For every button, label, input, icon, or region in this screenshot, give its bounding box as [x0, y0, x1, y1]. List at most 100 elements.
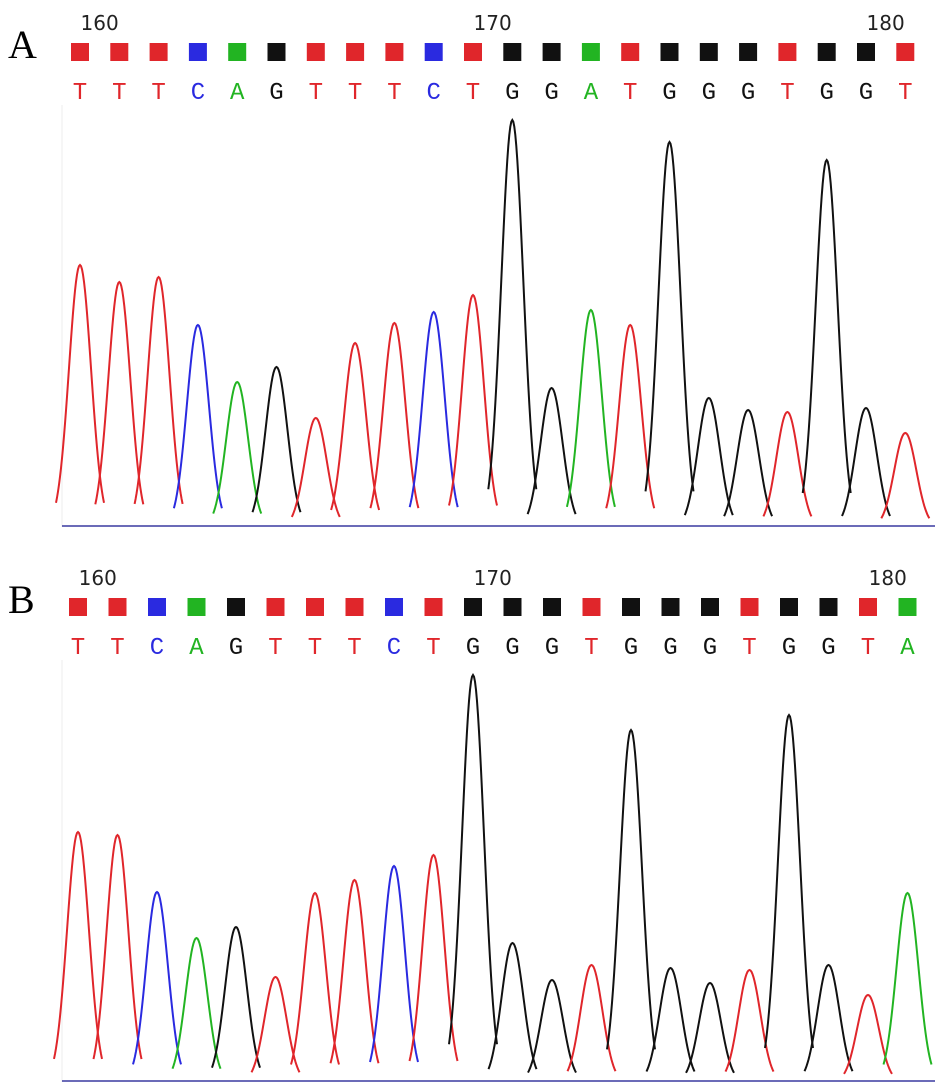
peak [369, 321, 420, 509]
base-letter: G [505, 80, 519, 107]
base-call-square [859, 598, 877, 616]
base-call-square [110, 43, 129, 61]
peak [487, 941, 538, 1070]
peak [683, 396, 734, 516]
base-call-square [188, 43, 207, 61]
position-tick: 180 [867, 11, 905, 35]
base-letter: A [900, 635, 915, 662]
base-letter: C [387, 635, 401, 662]
base-call-square [424, 598, 443, 616]
base-letter: G [545, 635, 559, 662]
base-letter: G [624, 635, 638, 662]
base-letter: T [584, 635, 598, 662]
base-letter: G [466, 635, 480, 662]
base-letter: A [230, 80, 245, 107]
base-call-square [345, 598, 364, 616]
position-tick: 170 [474, 11, 512, 35]
base-call-square [306, 43, 325, 61]
peak [171, 936, 222, 1070]
base-call-square [817, 43, 836, 61]
base-letter: G [703, 635, 717, 662]
base-letter: A [584, 80, 599, 107]
base-call-square [424, 43, 443, 61]
peak [841, 406, 891, 517]
peak [801, 158, 852, 494]
base-letter: G [859, 80, 873, 107]
peak [448, 673, 498, 1045]
peak [644, 140, 695, 492]
base-call-square [660, 43, 679, 61]
base-letter: T [623, 80, 637, 107]
base-call-square [819, 598, 838, 616]
peak [565, 308, 616, 508]
base-call-square [898, 598, 917, 616]
peak [606, 728, 656, 1050]
base-call-square [503, 43, 522, 61]
base-letter: T [110, 635, 124, 662]
base-call-square [464, 598, 482, 616]
base-letter: G [663, 635, 677, 662]
base-call-square [542, 43, 561, 61]
base-letter: T [348, 80, 362, 107]
peak [290, 891, 340, 1065]
base-letter: G [741, 80, 755, 107]
base-call-square [306, 598, 324, 616]
peak [843, 993, 893, 1075]
base-call-square [581, 43, 600, 61]
base-letter: T [426, 635, 440, 662]
base-letter: T [861, 635, 875, 662]
base-letter: T [387, 80, 401, 107]
peak [132, 890, 182, 1065]
base-letter: G [821, 635, 835, 662]
base-call-square [187, 598, 206, 616]
base-call-square [228, 43, 247, 61]
base-call-square [622, 598, 640, 616]
base-letter: T [308, 635, 322, 662]
position-tick: 180 [869, 566, 907, 590]
base-call-square [266, 598, 285, 616]
base-letter: G [544, 80, 558, 107]
position-tick: 170 [474, 566, 512, 590]
base-call-square [582, 598, 601, 616]
peak [448, 293, 498, 506]
peak [762, 410, 813, 517]
peak [803, 963, 854, 1072]
base-call-square [778, 43, 797, 61]
base-letter: G [229, 635, 243, 662]
peak [685, 981, 735, 1074]
base-call-square [740, 598, 759, 616]
peak [94, 280, 145, 505]
base-call-square [699, 43, 718, 61]
panel-label: A [8, 22, 37, 67]
base-letter: T [112, 80, 126, 107]
base-letter: G [662, 80, 676, 107]
base-call-square [148, 598, 166, 616]
peak [172, 323, 223, 509]
peak [55, 263, 105, 503]
base-call-square [464, 43, 482, 61]
panel-label: B [8, 577, 35, 622]
peak [566, 963, 617, 1072]
base-call-square [385, 598, 403, 616]
peak [880, 431, 931, 519]
peak [133, 275, 184, 505]
base-letter: T [309, 80, 323, 107]
peak [250, 975, 301, 1073]
peak [487, 118, 538, 490]
peak [330, 341, 381, 511]
peak [764, 713, 814, 1049]
base-call-square [701, 598, 719, 616]
base-letter: T [466, 80, 480, 107]
peak [329, 878, 380, 1064]
base-call-square [739, 43, 758, 61]
base-letter: T [780, 80, 794, 107]
base-letter: T [898, 80, 912, 107]
base-call-square [71, 43, 89, 61]
peak [527, 978, 577, 1074]
peak [408, 310, 459, 508]
base-call-square [227, 598, 245, 616]
position-tick: 160 [81, 11, 119, 35]
